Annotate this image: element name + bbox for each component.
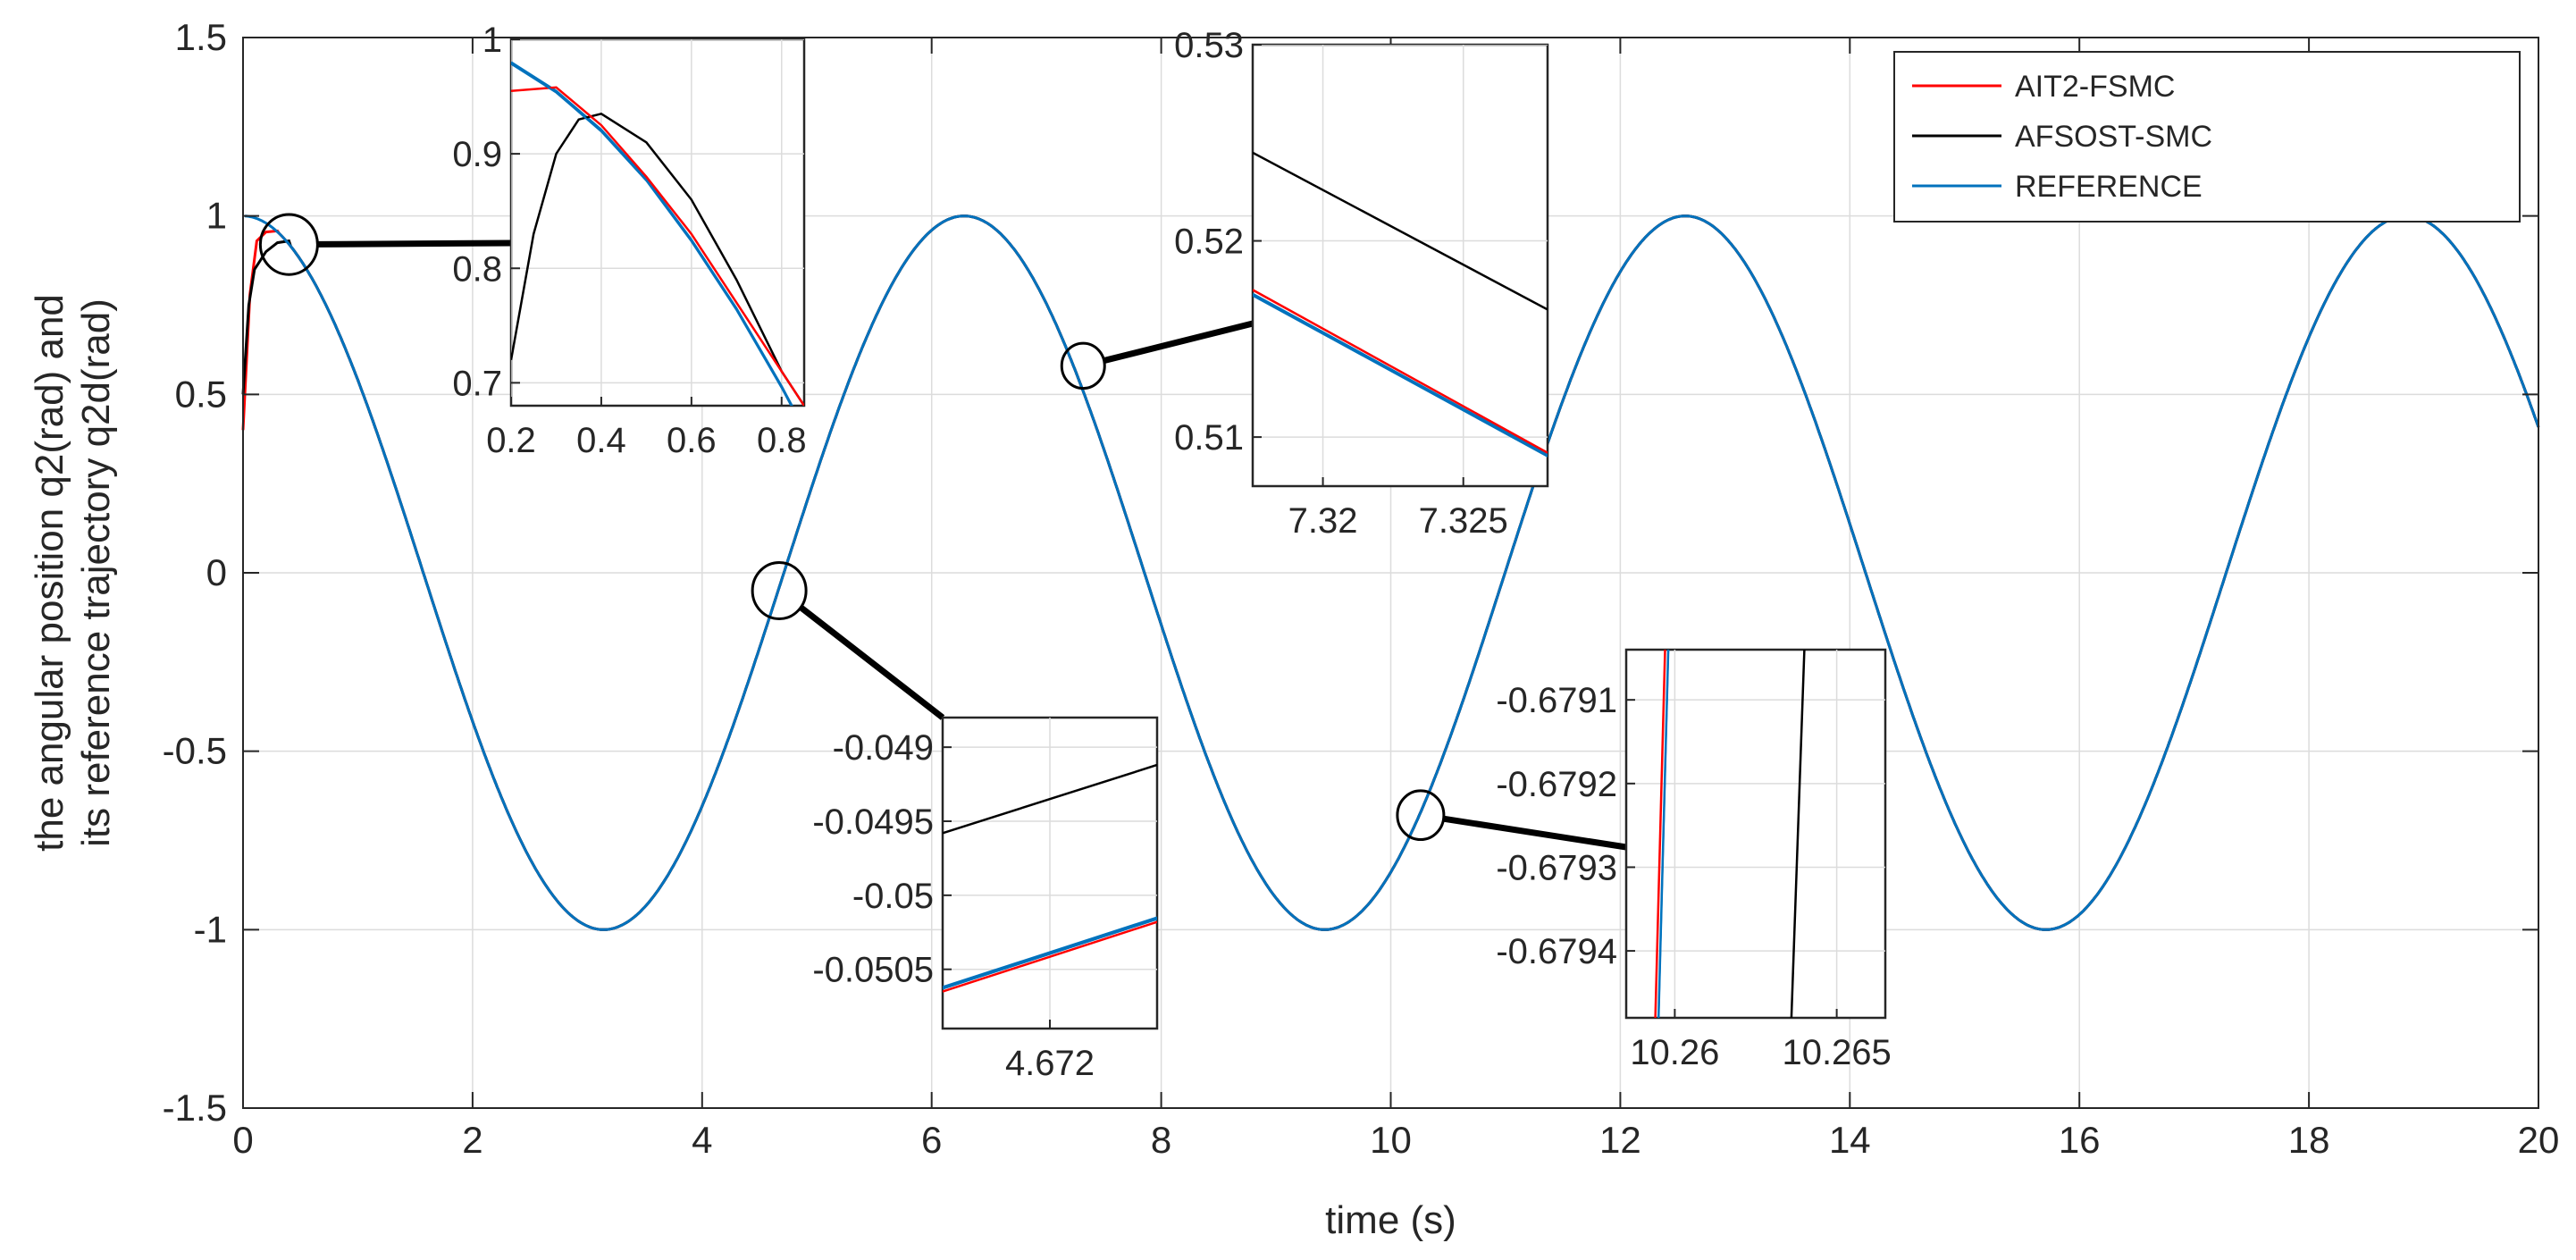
inset-series-reference-overlay [943,918,1157,990]
inset-y-tick-label: 0.51 [1174,418,1244,458]
x-axis-label: time (s) [1325,1198,1456,1242]
inset-y-tick-label: -0.6793 [1496,848,1617,887]
x-tick-label: 2 [462,1119,482,1161]
y-tick-label: 1.5 [175,16,227,58]
zoom-insets: 0.2 0.4 0.6 0.8 0.7 0.8 0.9 1 7.32 7.325 0.51 0.52 0… [452,21,1891,1083]
inset-y-tick-label: -0.0495 [812,802,934,842]
zoom-connector [1103,320,1254,364]
x-tick-label: 14 [1829,1119,1871,1161]
inset-y-tick-label: -0.6794 [1496,932,1617,971]
zoom-connector [317,239,512,248]
x-tick-label: 10 [1370,1119,1412,1161]
inset-series-reference [1253,292,1548,456]
y-tick-label: -1.5 [163,1087,227,1129]
y-tick-label: -1 [194,908,227,950]
inset-series-afsost-smc [943,763,1157,835]
y-axis-label-line-1: the angular position q2(rad) and [28,294,71,852]
inset-y-tick-label: 0.9 [452,135,502,174]
x-tick-label: 4 [692,1119,712,1161]
zoom-circle [1060,341,1106,391]
inset-series-ait2-fsmc [511,86,804,406]
zoom-connector [798,604,945,720]
zoom-circle [258,213,319,276]
inset-series-reference-overlay [1253,294,1548,458]
inset-2: 7.32 7.325 0.51 0.52 0.53 [1174,26,1549,541]
y-tick-label: -0.5 [163,730,227,772]
y-axis-label-line-2: its reference trajectory q2d(rad) [74,298,118,847]
inset-3: 4.672 -0.049 -0.0495 -0.05 -0.0505 [812,716,1159,1083]
inset-series-reference-overlay [511,63,793,406]
inset-y-tick-label: -0.0505 [812,951,934,990]
inset-series-ait2-fsmc [1654,650,1666,1018]
inset-y-tick-label: 0.53 [1174,26,1244,65]
inset-x-tick-label: 4.672 [1005,1044,1095,1083]
inset-x-tick-label: 10.26 [1630,1033,1719,1072]
x-tick-label: 6 [921,1119,942,1161]
zoom-callouts [258,213,1627,851]
legend: AIT2-FSMC AFSOST-SMC REFERENCE [1893,51,2521,223]
inset-x-tick-label: 7.325 [1419,501,1508,541]
inset-frame [1624,648,1887,1020]
inset-x-tick-label: 7.32 [1288,501,1358,541]
inset-y-tick-label: -0.6792 [1496,765,1617,804]
inset-series-reference-overlay [1657,651,1670,1018]
inset-y-tick-label: 0.7 [452,364,502,403]
inset-x-tick-label: 0.6 [667,421,717,460]
legend-label: AIT2-FSMC [2015,70,2175,104]
x-tick-label: 20 [2518,1119,2560,1161]
inset-x-tick-label: 0.2 [486,421,536,460]
zoom-circle [1396,789,1446,842]
y-tick-label: 0 [206,551,227,593]
inset-x-tick-label: 0.8 [757,421,807,460]
zoom-circle [751,560,808,620]
inset-1: 0.2 0.4 0.6 0.8 0.7 0.8 0.9 1 [452,21,806,460]
inset-4: 10.26 10.265 -0.6791 -0.6792 -0.6793 -0.6794 [1496,648,1892,1072]
legend-label: REFERENCE [2015,170,2203,204]
series-line-reference [244,214,2540,931]
inset-y-tick-label: -0.049 [833,728,934,768]
axis-ticks: 0 2 4 6 8 10 12 14 16 18 20-1.5-1-0.500.511.5 [163,16,2560,1161]
zoom-connector [1443,815,1627,851]
inset-y-tick-label: -0.6791 [1496,681,1617,720]
inset-y-tick-label: -0.05 [852,877,934,916]
inset-frame [509,38,806,407]
inset-y-tick-label: 1 [482,21,502,60]
x-tick-label: 8 [1151,1119,1171,1161]
inset-series-afsost-smc [1790,650,1806,1018]
inset-y-tick-label: 0.8 [452,249,502,289]
x-tick-label: 18 [2288,1119,2330,1161]
inset-series-reference [511,61,793,406]
inset-series-reference [943,916,1157,988]
inset-series-afsost-smc [1253,151,1548,311]
inset-x-tick-label: 10.265 [1782,1033,1891,1072]
x-tick-label: 16 [2059,1119,2101,1161]
y-tick-label: 1 [206,195,227,237]
inset-y-tick-label: 0.52 [1174,223,1244,262]
x-tick-label: 0 [232,1119,253,1161]
inset-series-ait2-fsmc [943,920,1157,993]
inset-series-ait2-fsmc [1253,289,1548,454]
x-tick-label: 12 [1599,1119,1641,1161]
inset-x-tick-label: 0.4 [576,421,626,460]
inset-series-afsost-smc [511,112,804,406]
y-tick-label: 0.5 [175,373,227,415]
inset-frame [1251,43,1549,488]
legend-label: AFSOST-SMC [2015,120,2212,154]
